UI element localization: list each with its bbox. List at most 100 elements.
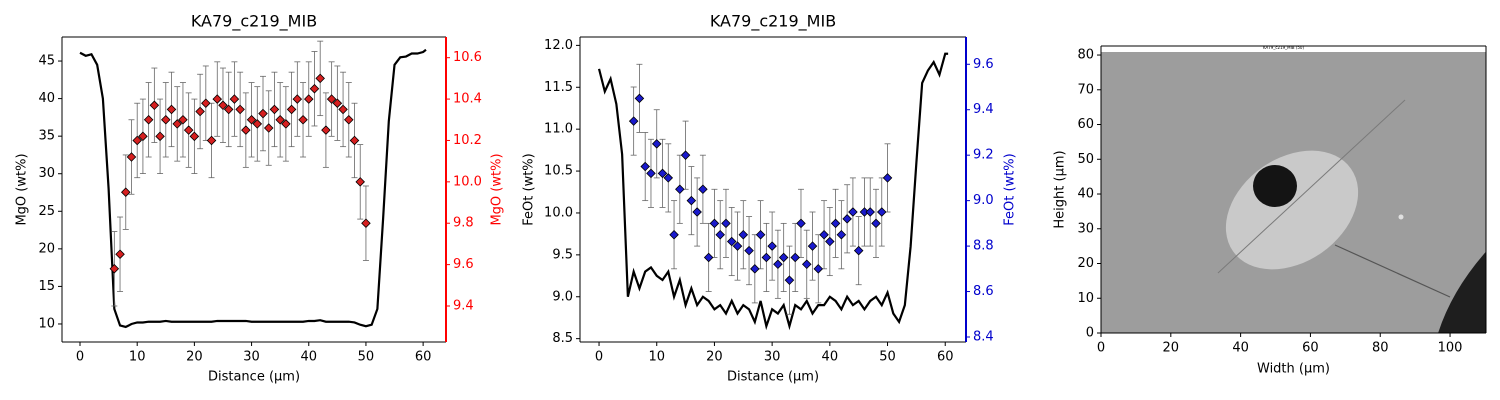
marker [784, 275, 795, 285]
marker [229, 94, 240, 104]
x-tick-label: 10 [129, 350, 146, 365]
profile-line [597, 52, 949, 331]
marker [355, 177, 365, 187]
y-tick-label: 10.5 [544, 164, 573, 179]
marker [258, 108, 268, 119]
chart-title: KA79_c219_MIB [710, 12, 836, 32]
marker [120, 187, 131, 197]
image-caption: KA79_c219_MIB (50) [1263, 45, 1305, 50]
y-tick-label: 40 [38, 91, 55, 106]
marker [349, 135, 360, 146]
scratch [1217, 99, 1406, 274]
marker [292, 94, 303, 104]
y-tick-label: 30 [1077, 221, 1094, 236]
marker [646, 168, 656, 179]
marker [126, 152, 137, 162]
x-tick-label: 20 [706, 350, 723, 365]
marker [178, 115, 188, 125]
x-tick-label: 100 [1438, 341, 1463, 356]
y2-tick-label: 9.4 [973, 102, 994, 117]
marker [721, 218, 731, 229]
y-tick-label: 30 [38, 166, 55, 181]
x-tick-label: 50 [358, 350, 375, 365]
x-axis-label: Distance (µm) [727, 370, 819, 385]
y2-tick-label: 10.0 [453, 174, 482, 189]
marker [692, 207, 702, 217]
marker [344, 115, 354, 125]
y-tick-label: 70 [1077, 82, 1094, 97]
y-tick-label: 9.0 [552, 289, 573, 304]
marker [201, 98, 211, 108]
marker [315, 73, 325, 84]
marker [166, 104, 177, 115]
marker [640, 161, 650, 172]
marker [206, 135, 217, 146]
marker [235, 104, 245, 115]
x-tick-label: 60 [937, 350, 954, 365]
marker [155, 131, 165, 142]
y-tick-label: 50 [1077, 152, 1094, 167]
marker [195, 106, 205, 117]
marker [309, 83, 320, 94]
marker [241, 125, 251, 135]
y2-tick-label: 9.6 [973, 57, 994, 72]
y2-tick-label: 8.6 [973, 284, 994, 299]
y-tick-label: 35 [38, 129, 55, 144]
marker [189, 131, 200, 142]
marker [871, 218, 881, 229]
marker [298, 115, 308, 125]
marker [876, 207, 887, 217]
marker [882, 173, 893, 183]
micrograph: KA79_c219_MIB (50) [1101, 45, 1486, 333]
marker [732, 241, 743, 251]
marker [628, 116, 639, 126]
y-tick-label: 8.5 [552, 331, 573, 346]
x-axis-label: Distance (µm) [208, 370, 300, 385]
marker [836, 229, 847, 240]
y2-tick-label: 9.2 [973, 148, 994, 163]
y-tick-label: 12.0 [544, 38, 573, 53]
image-header-strip [1101, 46, 1486, 52]
x-tick-label: 50 [879, 350, 896, 365]
profile-line [79, 48, 427, 329]
x-tick-label: 40 [1232, 341, 1249, 356]
marker [686, 195, 697, 206]
marker [738, 229, 749, 240]
crack [1334, 244, 1451, 298]
marker [332, 98, 343, 108]
y2-tick-label: 9.6 [453, 257, 474, 272]
x-tick-label: 40 [300, 350, 317, 365]
marker [790, 252, 800, 263]
marker [773, 259, 783, 270]
y2-tick-label: 8.8 [973, 239, 994, 254]
y-tick-label: 10 [1077, 291, 1094, 306]
bubble [1253, 165, 1297, 207]
marker [115, 249, 125, 260]
x-tick-label: 0 [1097, 341, 1105, 356]
marker [218, 100, 228, 111]
marker [825, 236, 835, 247]
marker [778, 252, 789, 263]
marker [675, 184, 685, 195]
marker [761, 252, 772, 263]
marker [149, 100, 160, 111]
x-tick-label: 40 [822, 350, 839, 365]
marker [338, 104, 348, 115]
marker [161, 115, 171, 125]
marker [263, 123, 274, 133]
x-tick-label: 10 [648, 350, 665, 365]
y2-tick-label: 9.4 [453, 298, 474, 313]
x-tick-label: 60 [415, 350, 432, 365]
marker [663, 173, 674, 183]
marker [796, 218, 806, 229]
marker [848, 207, 858, 217]
y-tick-label: 15 [38, 279, 55, 294]
marker [715, 229, 725, 240]
x-tick-label: 20 [186, 350, 203, 365]
x-tick-label: 20 [1163, 341, 1180, 356]
marker [326, 94, 337, 104]
marker [183, 125, 194, 135]
y-tick-label: 9.5 [552, 247, 573, 262]
y-tick-label: 25 [38, 204, 55, 219]
